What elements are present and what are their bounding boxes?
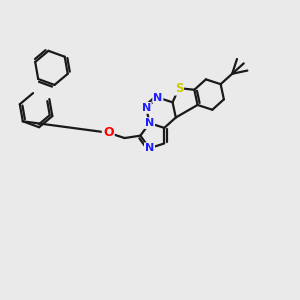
Text: N: N [142, 103, 151, 113]
Text: O: O [103, 126, 113, 139]
Text: N: N [145, 143, 154, 153]
Text: S: S [175, 82, 183, 94]
Text: N: N [145, 118, 154, 128]
Text: O: O [103, 126, 113, 139]
Text: N: N [153, 92, 162, 103]
